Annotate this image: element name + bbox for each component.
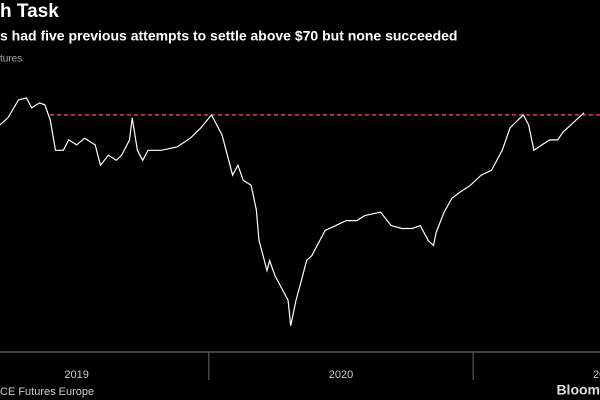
chart-subtitle: s had five previous attempts to settle a… <box>0 28 457 44</box>
x-tick-label: 2021 <box>593 369 600 381</box>
brand: Bloom <box>556 382 600 398</box>
legend-label: tures <box>0 54 22 65</box>
chart-title: h Task <box>0 1 59 22</box>
price-line <box>0 97 585 326</box>
x-tick-label: 2020 <box>329 369 353 381</box>
x-tick-label: 2019 <box>64 369 88 381</box>
source: CE Futures Europe <box>0 386 94 398</box>
